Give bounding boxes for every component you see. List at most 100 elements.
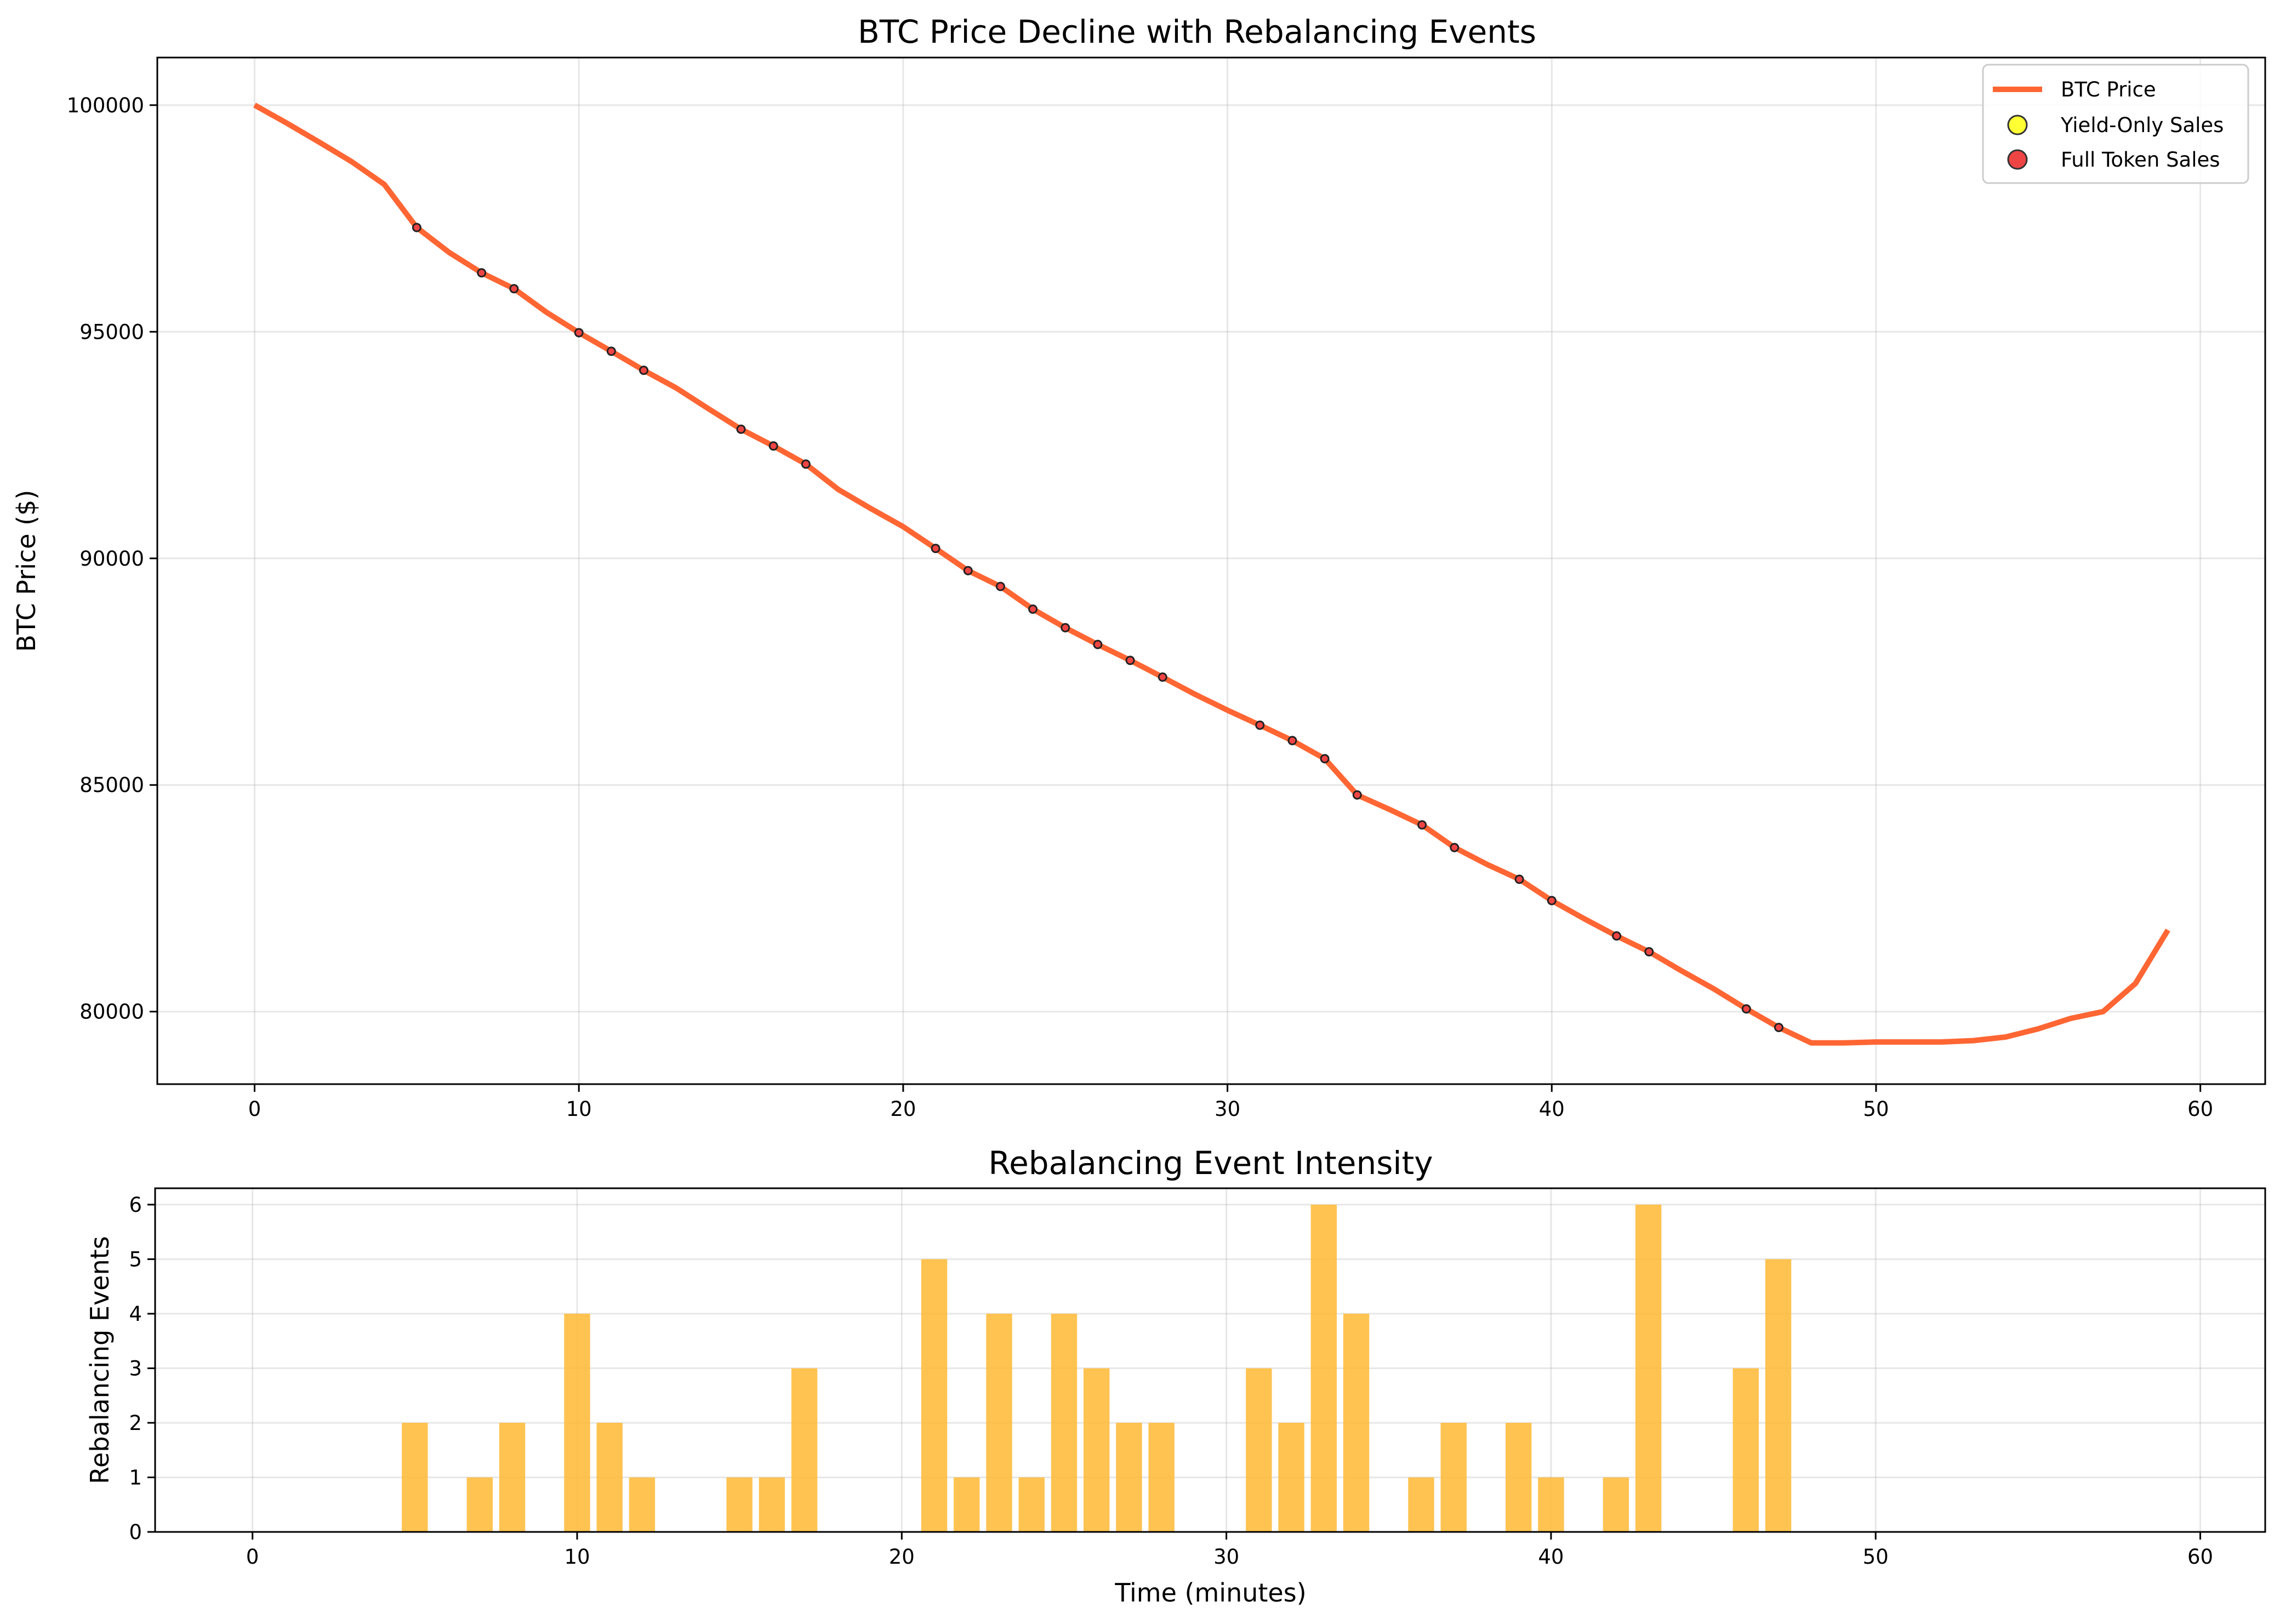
rebalance-marker bbox=[995, 582, 1005, 591]
rebalance-marker bbox=[606, 346, 616, 356]
price-y-tick-label: 80000 bbox=[79, 1000, 144, 1024]
rebalance-markers bbox=[412, 223, 1783, 1033]
price-grid bbox=[157, 58, 2265, 1084]
rebalance-marker bbox=[1514, 874, 1524, 884]
rebalance-marker bbox=[1417, 820, 1427, 830]
price-x-tick-label: 50 bbox=[1863, 1097, 1889, 1121]
intensity-y-tick-label: 4 bbox=[129, 1302, 142, 1326]
intensity-bar bbox=[1440, 1422, 1467, 1532]
price-x-tick-label: 60 bbox=[2187, 1097, 2213, 1121]
price-y-tick-label: 95000 bbox=[79, 320, 144, 344]
intensity-bar bbox=[629, 1477, 656, 1532]
intensity-x-tick-label: 50 bbox=[1863, 1545, 1889, 1569]
price-y-axis-label: BTC Price ($) bbox=[12, 490, 41, 652]
intensity-bar bbox=[1148, 1422, 1175, 1532]
intensity-x-tick-label: 40 bbox=[1538, 1545, 1564, 1569]
price-y-tick-label: 90000 bbox=[79, 547, 144, 571]
intensity-bar bbox=[499, 1422, 526, 1532]
intensity-y-tick-label: 2 bbox=[129, 1411, 142, 1435]
intensity-x-axis-label: Time (minutes) bbox=[1114, 1578, 1306, 1608]
intensity-chart-title: Rebalancing Event Intensity bbox=[988, 1144, 1433, 1182]
intensity-bar bbox=[1051, 1313, 1078, 1532]
rebalance-marker bbox=[1547, 896, 1557, 905]
intensity-x-tick-label: 20 bbox=[889, 1545, 915, 1569]
intensity-bar bbox=[1084, 1368, 1110, 1532]
intensity-bars bbox=[402, 1204, 1792, 1532]
price-axes-frame bbox=[156, 56, 2266, 1085]
rebalance-marker bbox=[1287, 736, 1297, 745]
intensity-bar bbox=[1603, 1477, 1629, 1532]
rebalance-marker bbox=[509, 284, 519, 294]
rebalance-marker bbox=[1320, 754, 1330, 763]
intensity-y-tick-label: 5 bbox=[129, 1247, 142, 1271]
price-panel: BTC Price Decline with Rebalancing Event… bbox=[12, 13, 2266, 1121]
rebalance-marker bbox=[477, 268, 487, 278]
rebalance-marker bbox=[963, 566, 973, 575]
legend-full-token-swatch bbox=[2007, 149, 2028, 170]
intensity-bar bbox=[1310, 1204, 1337, 1532]
rebalance-marker bbox=[1644, 947, 1654, 957]
intensity-bar bbox=[759, 1477, 785, 1532]
price-x-tick-label: 30 bbox=[1215, 1097, 1240, 1121]
rebalance-marker bbox=[1061, 623, 1070, 632]
intensity-x-tick-label: 10 bbox=[564, 1545, 590, 1569]
legend-box bbox=[1982, 64, 2249, 184]
legend-price-label: BTC Price bbox=[2061, 78, 2156, 101]
intensity-bar bbox=[1343, 1313, 1370, 1532]
intensity-y-tick-label: 1 bbox=[129, 1466, 142, 1489]
intensity-bar bbox=[1116, 1422, 1142, 1532]
price-x-tick-label: 40 bbox=[1539, 1097, 1565, 1121]
price-x-ticks: 0 10 20 30 40 50 60 bbox=[248, 1084, 2213, 1121]
intensity-bar bbox=[1765, 1259, 1792, 1532]
rebalance-marker bbox=[931, 544, 941, 554]
intensity-x-ticks: 0 10 20 30 40 50 60 bbox=[246, 1532, 2213, 1569]
rebalance-marker bbox=[1158, 672, 1167, 682]
intensity-x-tick-label: 60 bbox=[2187, 1545, 2213, 1569]
rebalance-marker bbox=[736, 424, 746, 434]
price-y-tick-label: 85000 bbox=[79, 773, 144, 797]
intensity-axes-frame bbox=[154, 1187, 2266, 1533]
rebalance-marker bbox=[801, 459, 811, 469]
intensity-bar bbox=[402, 1422, 428, 1532]
intensity-y-tick-label: 6 bbox=[129, 1193, 142, 1217]
rebalance-marker bbox=[1352, 790, 1362, 800]
intensity-y-tick-label: 3 bbox=[129, 1357, 142, 1380]
rebalance-marker bbox=[1093, 640, 1103, 649]
intensity-bar bbox=[921, 1259, 948, 1532]
intensity-bar bbox=[1246, 1368, 1272, 1532]
intensity-bar bbox=[954, 1477, 980, 1532]
price-y-tick-label: 100000 bbox=[67, 94, 144, 117]
intensity-panel: Rebalancing Event Intensity 0 10 20 30 40 50 6… bbox=[85, 1144, 2266, 1608]
legend-full-token-label: Full Token Sales bbox=[2061, 148, 2220, 172]
rebalance-marker bbox=[768, 441, 778, 451]
intensity-x-tick-label: 0 bbox=[246, 1545, 259, 1569]
rebalance-marker bbox=[639, 366, 649, 375]
price-x-tick-label: 10 bbox=[566, 1097, 592, 1121]
price-chart-title: BTC Price Decline with Rebalancing Event… bbox=[858, 13, 1536, 50]
rebalance-marker bbox=[1450, 842, 1460, 852]
rebalance-marker bbox=[1028, 604, 1038, 614]
rebalance-marker bbox=[574, 328, 584, 338]
intensity-bar bbox=[791, 1368, 818, 1532]
rebalance-marker bbox=[1255, 720, 1265, 730]
intensity-bar bbox=[1732, 1368, 1759, 1532]
intensity-y-axis-label: Rebalancing Events bbox=[85, 1236, 115, 1484]
legend-yield-only-label: Yield-Only Sales bbox=[2060, 113, 2224, 137]
intensity-bar bbox=[1408, 1477, 1434, 1532]
price-y-ticks: 80000 85000 90000 95000 100000 bbox=[67, 94, 157, 1024]
rebalance-marker bbox=[412, 223, 421, 232]
intensity-bar bbox=[466, 1477, 493, 1532]
btc-price-line bbox=[253, 102, 2170, 1046]
intensity-bar bbox=[1278, 1422, 1304, 1532]
price-x-tick-label: 20 bbox=[890, 1097, 916, 1121]
intensity-y-tick-label: 0 bbox=[129, 1520, 142, 1544]
intensity-bar bbox=[564, 1313, 590, 1532]
price-legend: BTC Price Yield-Only Sales Full Token Sa… bbox=[1982, 64, 2249, 184]
rebalance-marker bbox=[1612, 931, 1622, 941]
rebalance-marker bbox=[1125, 656, 1135, 665]
legend-yield-only-swatch bbox=[2007, 115, 2028, 135]
intensity-y-ticks: 0 1 2 3 4 5 6 bbox=[129, 1193, 155, 1544]
intensity-bar bbox=[596, 1422, 623, 1532]
rebalance-marker bbox=[1774, 1023, 1783, 1033]
